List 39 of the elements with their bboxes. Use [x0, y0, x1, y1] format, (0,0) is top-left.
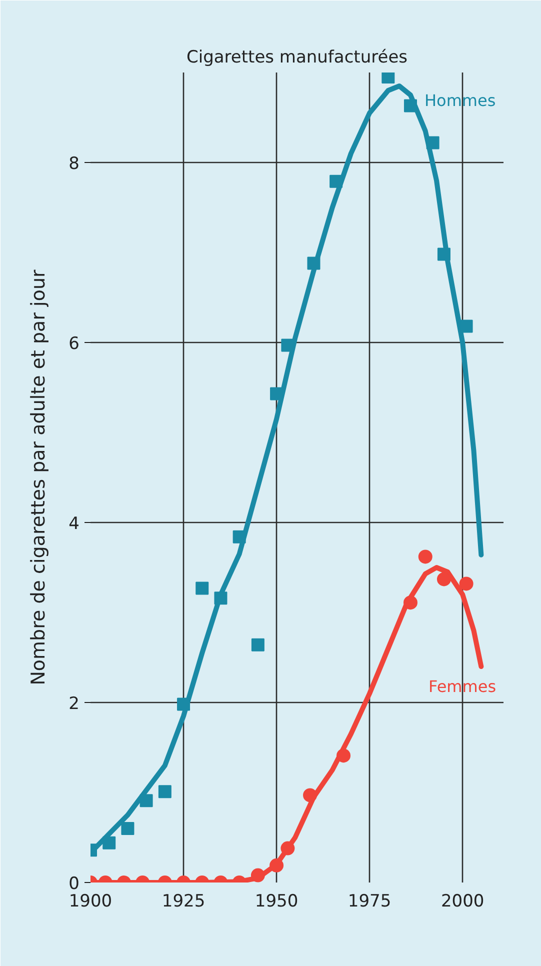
point	[121, 822, 134, 835]
point	[196, 582, 209, 595]
point	[158, 785, 172, 798]
point	[232, 530, 246, 544]
y-tick-label: 6	[68, 334, 80, 354]
point	[280, 841, 295, 856]
point	[214, 592, 228, 605]
point	[270, 387, 284, 400]
point	[437, 248, 450, 261]
point	[460, 320, 473, 333]
point	[250, 868, 265, 882]
y-tick-label: 4	[68, 514, 80, 534]
x-tick-label: 1925	[162, 892, 206, 912]
point	[403, 596, 418, 610]
y-tick-label: 8	[68, 154, 80, 174]
point	[382, 72, 395, 84]
y-tick-label: 2	[68, 694, 80, 714]
y-axis-title: Nombre de cigarettes par adulte et par jour	[28, 270, 50, 686]
point	[281, 338, 294, 352]
point	[102, 836, 116, 850]
x-tick-label: 1950	[254, 892, 298, 912]
point	[436, 572, 451, 586]
point	[303, 788, 318, 802]
point	[251, 638, 264, 652]
point	[177, 698, 190, 711]
point	[140, 794, 153, 808]
point	[426, 136, 440, 150]
point	[336, 748, 351, 763]
point	[270, 858, 284, 872]
point	[404, 99, 417, 112]
point	[307, 256, 320, 270]
y-tick-label: 0	[68, 874, 80, 894]
chart-title: Cigarettes manufacturées	[186, 48, 408, 68]
x-tick-label: 2000	[440, 892, 484, 912]
point	[459, 576, 474, 591]
x-tick-label: 1975	[348, 892, 392, 912]
point	[418, 550, 432, 564]
point	[330, 174, 343, 188]
x-tick-label: 1900	[68, 892, 112, 912]
